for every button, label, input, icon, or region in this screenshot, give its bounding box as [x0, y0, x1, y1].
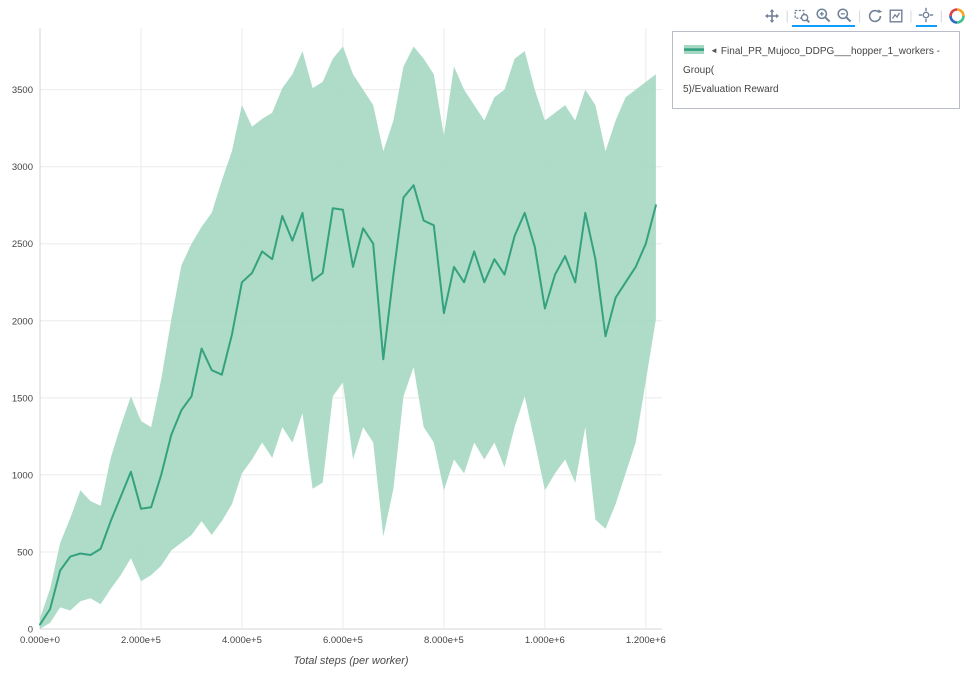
x-tick-label: 2.000e+5: [121, 635, 161, 646]
modebar: | | | |: [761, 4, 967, 27]
modebar-separator: |: [785, 8, 789, 23]
legend-swatch-icon: [684, 45, 704, 54]
zoom-in-icon[interactable]: [812, 4, 834, 27]
zoom-out-icon[interactable]: [833, 4, 855, 27]
y-tick-label: 2000: [12, 316, 33, 327]
legend-label-line2[interactable]: 5)/Evaluation Reward: [683, 84, 779, 95]
y-tick-label: 0: [28, 625, 33, 636]
autoscale-icon[interactable]: [885, 4, 906, 27]
y-tick-label: 500: [17, 547, 33, 558]
plotly-logo-icon[interactable]: [946, 4, 967, 27]
modebar-separator: |: [939, 8, 943, 23]
legend-collapse-icon[interactable]: ◄: [710, 46, 718, 55]
x-axis-title: Total steps (per worker): [293, 655, 408, 667]
x-tick-label: 8.000e+5: [424, 635, 464, 646]
y-tick-label: 2500: [12, 239, 33, 250]
modebar-separator: |: [857, 8, 862, 23]
confidence-band: [40, 46, 656, 629]
mean-line: [39, 184, 657, 626]
reset-icon[interactable]: [864, 4, 885, 27]
y-tick-label: 3500: [12, 85, 33, 96]
legend[interactable]: ◄ Final_PR_Mujoco_DDPG___hopper_1_workers…: [672, 31, 960, 109]
modebar-separator: |: [909, 8, 913, 23]
x-tick-label: 1.200e+6: [626, 635, 666, 646]
y-tick-label: 3000: [12, 162, 33, 173]
pan-icon[interactable]: [761, 4, 782, 27]
x-tick-label: 1.000e+6: [525, 635, 565, 646]
x-tick-label: 6.000e+5: [323, 635, 363, 646]
x-tick-label: 0.000e+0: [20, 635, 60, 646]
y-tick-label: 1500: [12, 393, 33, 404]
spikelines-icon[interactable]: [915, 4, 937, 27]
y-tick-label: 1000: [12, 470, 33, 481]
legend-label-line1[interactable]: Final_PR_Mujoco_DDPG___hopper_1_workers …: [683, 46, 940, 76]
box-zoom-icon[interactable]: [791, 4, 813, 27]
x-tick-label: 4.000e+5: [222, 635, 262, 646]
